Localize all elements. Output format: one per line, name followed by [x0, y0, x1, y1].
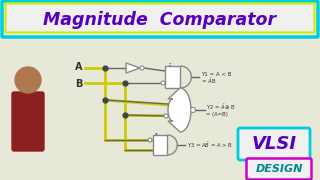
FancyBboxPatch shape — [246, 159, 311, 179]
Text: = $\bar{A}$B: = $\bar{A}$B — [201, 76, 217, 86]
FancyBboxPatch shape — [12, 92, 44, 151]
Circle shape — [190, 107, 196, 112]
Circle shape — [148, 138, 152, 142]
Text: B: B — [166, 83, 171, 89]
Text: $\bar{A}$: $\bar{A}$ — [166, 63, 173, 73]
Text: Magnitude  Comparator: Magnitude Comparator — [44, 11, 276, 29]
Circle shape — [164, 114, 168, 118]
Text: Y3 = A$\bar{B}$ = A > B: Y3 = A$\bar{B}$ = A > B — [187, 140, 233, 150]
Text: Y2 = $\bar{A}\oplus$B: Y2 = $\bar{A}\oplus$B — [206, 102, 236, 112]
Text: A: A — [154, 133, 159, 139]
Circle shape — [161, 81, 165, 85]
Circle shape — [140, 66, 144, 70]
Text: Y1 = A < B: Y1 = A < B — [201, 71, 232, 76]
Text: = (A=B): = (A=B) — [206, 111, 228, 116]
Text: $\bar{B}$: $\bar{B}$ — [154, 149, 160, 159]
Polygon shape — [168, 88, 191, 132]
Polygon shape — [126, 63, 140, 73]
Polygon shape — [165, 66, 180, 88]
Text: DESIGN: DESIGN — [255, 164, 303, 174]
Circle shape — [15, 67, 41, 93]
Text: VLSI: VLSI — [252, 135, 297, 153]
FancyBboxPatch shape — [2, 1, 318, 37]
Text: A: A — [75, 62, 82, 72]
Polygon shape — [153, 135, 167, 155]
Text: B: B — [75, 79, 82, 89]
FancyBboxPatch shape — [238, 128, 310, 160]
